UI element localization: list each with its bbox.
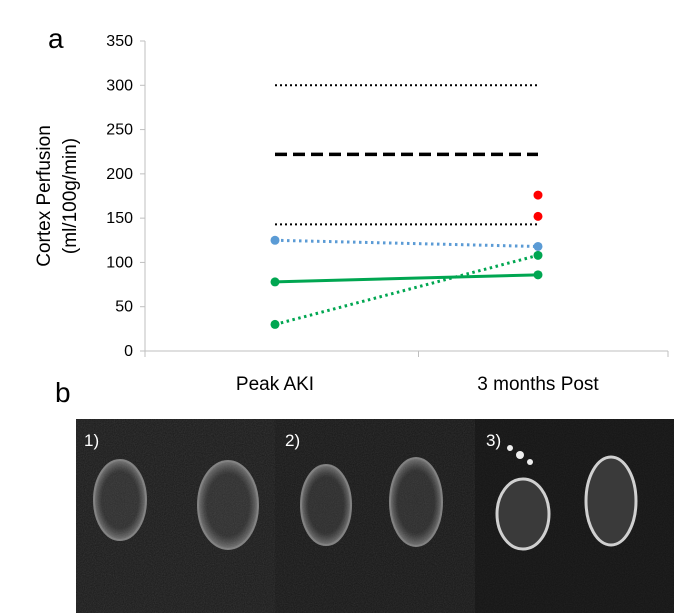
series-point [533,270,543,280]
mri-label-1: 1) [84,431,99,450]
y-ticks: 0 50 100 150 200 250 300 350 [106,33,145,360]
y-tick-label: 250 [106,122,133,139]
series-point [270,235,280,245]
series-line [274,253,539,326]
series-line [274,238,539,248]
mri-label-3: 3) [486,431,501,450]
series-point [533,250,543,260]
perfusion-chart: 0 50 100 150 200 250 300 350 Peak AKI 3 months P… [34,33,669,395]
series-group [270,235,543,329]
extra-points [533,190,543,221]
mri-label-2: 2) [285,431,300,450]
y-tick-label: 50 [115,299,133,316]
y-tick-label: 300 [106,77,133,94]
reference-lines [275,84,538,226]
y-tick-label: 350 [106,33,133,50]
mri-image-3: 3) [475,419,674,613]
extra-point [533,190,543,200]
y-tick-label: 0 [124,343,133,360]
y-axis-label-line1: Cortex Perfusion [34,125,55,267]
y-tick-label: 100 [106,254,133,271]
panel-label-a: a [48,23,64,54]
mri-image-1: 1) [76,419,275,613]
panel-label-b: b [55,377,71,408]
series-line [274,273,539,284]
series-point [270,277,280,287]
extra-point [533,211,543,221]
y-tick-label: 200 [106,166,133,183]
y-axis-label: Cortex Perfusion (ml/100g/min) [34,125,81,267]
x-axis: Peak AKI 3 months Post [144,350,669,395]
x-ticks: Peak AKI 3 months Post [144,351,669,395]
mri-image-strip: 1) 2) 3) [76,419,674,613]
y-tick-label: 150 [106,210,133,227]
x-category-label: Peak AKI [236,374,314,395]
series-point [533,241,543,251]
x-category-label: 3 months Post [477,374,599,395]
series-point [270,319,280,329]
mri-image-2: 2) [275,419,475,613]
y-axis-label-line2: (ml/100g/min) [60,138,81,254]
y-axis: 0 50 100 150 200 250 300 350 [106,33,146,360]
